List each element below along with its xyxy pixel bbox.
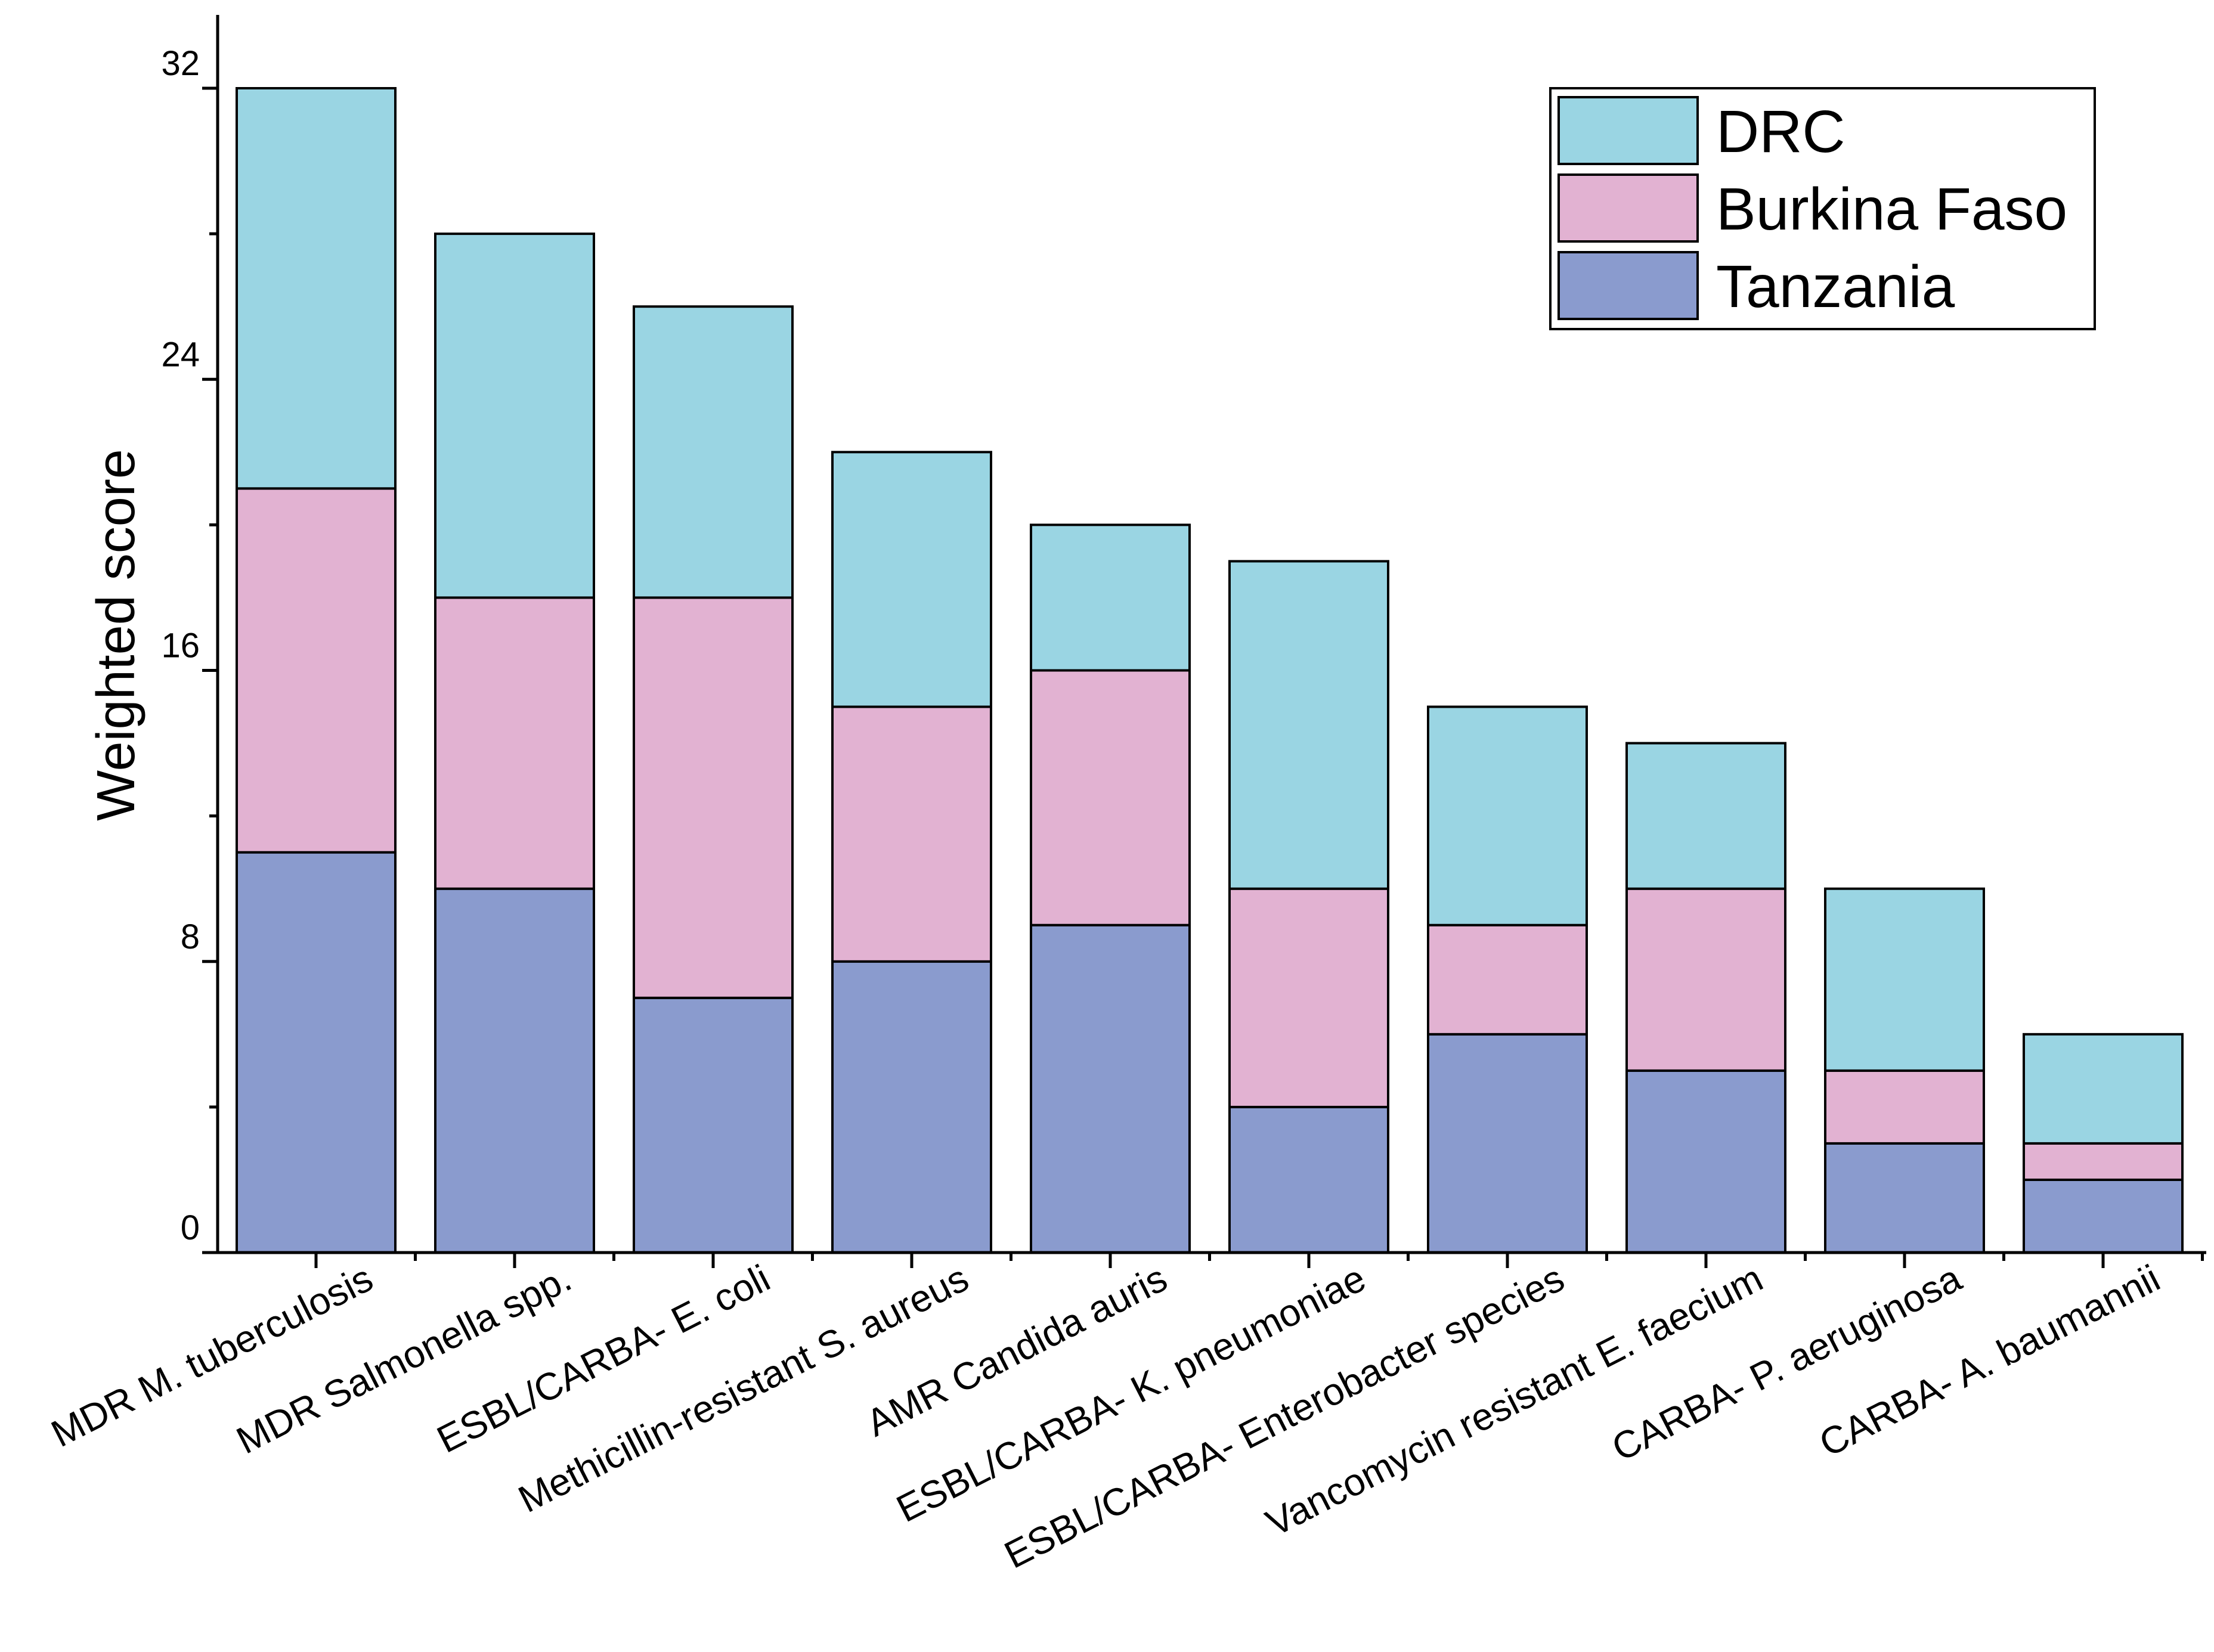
bar-group-mdr-salmonella-spp <box>434 233 595 1254</box>
bar-group-amr-candida-auris <box>1030 523 1191 1254</box>
bar-group-mdr-m-tuberculosis <box>236 87 397 1254</box>
legend-swatch-tanzania <box>1557 251 1699 320</box>
y-tick-label-24: 24 <box>161 335 200 374</box>
bar-group-vancomycin-resistant-e-faecium <box>1625 742 1786 1254</box>
y-tick-label-32: 32 <box>161 44 200 83</box>
bar-burkina-faso-carba-a-baumannii <box>2023 1142 2184 1181</box>
bar-drc-mdr-salmonella-spp <box>434 233 595 599</box>
bar-group-carba-a-baumannii <box>2023 1033 2184 1254</box>
bar-tanzania-mdr-salmonella-spp <box>434 887 595 1254</box>
bar-group-esbl-carba-k-pneumoniae <box>1228 560 1389 1254</box>
legend: DRC Burkina Faso Tanzania <box>1549 87 2096 330</box>
legend-label-drc: DRC <box>1716 98 1845 165</box>
bar-tanzania-amr-candida-auris <box>1030 923 1191 1254</box>
y-axis-title: Weighted score <box>86 449 146 821</box>
y-tick-label-8: 8 <box>181 918 200 956</box>
bar-burkina-faso-amr-candida-auris <box>1030 669 1191 926</box>
bar-tanzania-carba-p-aeruginosa <box>1824 1142 1985 1254</box>
bar-drc-vancomycin-resistant-e-faecium <box>1625 742 1786 890</box>
bar-drc-methicillin-resistant-s-aureus <box>831 451 992 708</box>
bar-tanzania-methicillin-resistant-s-aureus <box>831 960 992 1254</box>
bar-tanzania-esbl-carba-k-pneumoniae <box>1228 1105 1389 1254</box>
bar-drc-mdr-m-tuberculosis <box>236 87 397 490</box>
bar-tanzania-vancomycin-resistant-e-faecium <box>1625 1069 1786 1254</box>
bar-burkina-faso-esbl-carba-e-coli <box>633 596 794 999</box>
x-tick-label-mdr-m-tuberculosis: MDR M. tuberculosis <box>44 1256 379 1455</box>
bar-burkina-faso-vancomycin-resistant-e-faecium <box>1625 887 1786 1072</box>
bar-group-esbl-carba-e-coli <box>633 305 794 1254</box>
x-tick-label-carba-a-baumannii: CARBA- A. baumannii <box>1813 1256 2167 1465</box>
bar-burkina-faso-methicillin-resistant-s-aureus <box>831 705 992 963</box>
legend-swatch-drc <box>1557 96 1699 165</box>
bar-drc-carba-a-baumannii <box>2023 1033 2184 1145</box>
bar-drc-amr-candida-auris <box>1030 523 1191 672</box>
bar-tanzania-mdr-m-tuberculosis <box>236 851 397 1254</box>
bar-group-esbl-carba-enterobacter-species <box>1427 705 1588 1254</box>
x-tick-label-mdr-salmonella-spp: MDR Salmonella spp. <box>230 1256 578 1462</box>
legend-label-tanzania: Tanzania <box>1716 253 1955 320</box>
bar-drc-esbl-carba-k-pneumoniae <box>1228 560 1389 890</box>
bar-tanzania-carba-a-baumannii <box>2023 1178 2184 1254</box>
bar-group-carba-p-aeruginosa <box>1824 887 1985 1254</box>
bar-drc-esbl-carba-e-coli <box>633 305 794 599</box>
bar-drc-esbl-carba-enterobacter-species <box>1427 705 1588 926</box>
bars-layer <box>236 87 2184 1254</box>
bar-burkina-faso-esbl-carba-k-pneumoniae <box>1228 887 1389 1108</box>
y-tick-label-16: 16 <box>161 627 200 665</box>
x-tick-label-esbl-carba-e-coli: ESBL/CARBA- E. coli <box>430 1256 776 1461</box>
y-tick-label-0: 0 <box>181 1208 200 1247</box>
bar-tanzania-esbl-carba-e-coli <box>633 996 794 1254</box>
bar-burkina-faso-carba-p-aeruginosa <box>1824 1069 1985 1145</box>
bar-tanzania-esbl-carba-enterobacter-species <box>1427 1033 1588 1254</box>
bar-drc-carba-p-aeruginosa <box>1824 887 1985 1072</box>
bar-burkina-faso-mdr-m-tuberculosis <box>236 487 397 854</box>
bar-group-methicillin-resistant-s-aureus <box>831 451 992 1254</box>
legend-swatch-burkina-faso <box>1557 173 1699 243</box>
x-tick-label-carba-p-aeruginosa: CARBA- P. aeruginosa <box>1605 1256 1968 1470</box>
bar-burkina-faso-esbl-carba-enterobacter-species <box>1427 923 1588 1036</box>
bar-burkina-faso-mdr-salmonella-spp <box>434 596 595 890</box>
legend-label-burkina-faso: Burkina Faso <box>1716 176 2067 243</box>
